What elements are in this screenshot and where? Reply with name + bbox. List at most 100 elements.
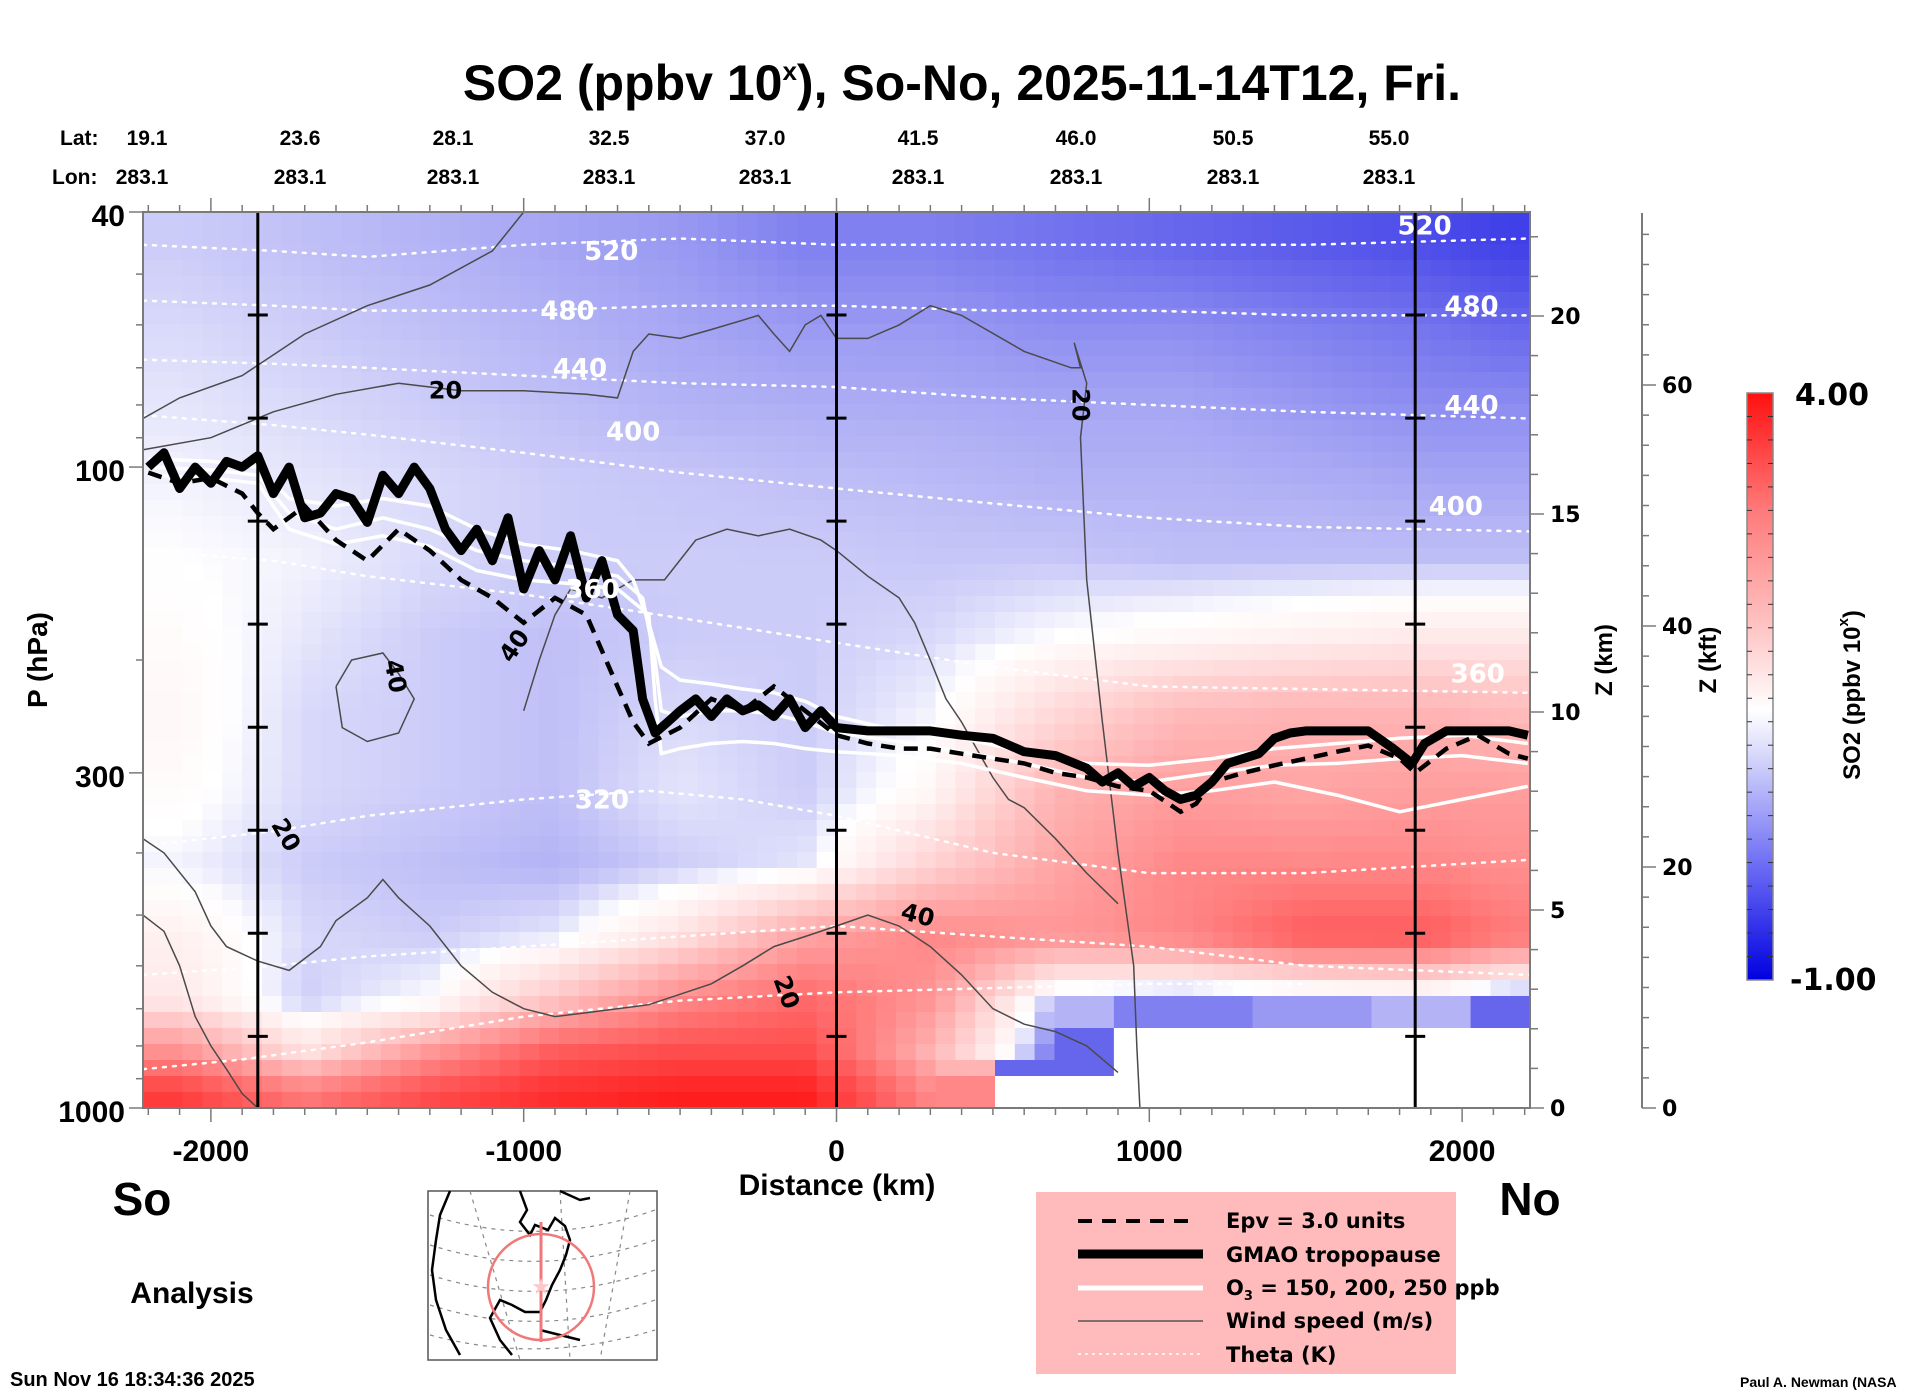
heatmap-cell (1470, 1044, 1491, 1061)
heatmap-cell (1510, 1012, 1530, 1029)
heatmap-cell (1351, 340, 1373, 357)
heatmap-cell (539, 516, 560, 533)
heatmap-cell (737, 980, 758, 997)
heatmap-cell (915, 932, 937, 949)
heatmap-cell (261, 596, 283, 613)
heatmap-cell (519, 420, 540, 437)
heatmap-cell (301, 916, 322, 933)
heatmap-cell (162, 548, 184, 565)
heatmap-cell (242, 644, 263, 661)
z-km-tick-label: 20 (1550, 305, 1581, 330)
heatmap-cell (697, 1076, 719, 1093)
heatmap-cell (460, 772, 481, 789)
heatmap-cell (162, 324, 184, 341)
heatmap-cell (1094, 916, 1115, 933)
heatmap-cell (1510, 340, 1530, 357)
heatmap-cell (717, 772, 738, 789)
heatmap-cell (143, 900, 164, 917)
heatmap-cell (479, 228, 501, 245)
heatmap-cell (1351, 484, 1373, 501)
heatmap-cell (559, 228, 580, 245)
heatmap-cell (1331, 932, 1353, 949)
heatmap-cell (281, 1028, 303, 1045)
heatmap-cell (658, 852, 679, 869)
heatmap-cell (856, 420, 877, 437)
heatmap-cell (895, 420, 917, 437)
heatmap-cell (578, 1044, 600, 1061)
heatmap-cell (915, 356, 937, 373)
heatmap-cell (341, 564, 362, 581)
heatmap-cell (935, 1092, 956, 1108)
heatmap-cell (757, 868, 778, 885)
heatmap-cell (856, 404, 877, 421)
heatmap-cell (242, 804, 263, 821)
heatmap-cell (757, 452, 778, 469)
heatmap-cell (856, 1060, 877, 1077)
heatmap-cell (1490, 612, 1511, 629)
heatmap-cell (1510, 1060, 1530, 1077)
heatmap-cell (143, 244, 164, 261)
heatmap-cell (638, 916, 659, 933)
heatmap-cell (856, 500, 877, 517)
heatmap-cell (400, 244, 421, 261)
heatmap-cell (1252, 660, 1273, 677)
heatmap-cell (1470, 228, 1491, 245)
heatmap-cell (519, 980, 540, 997)
heatmap-cell (816, 356, 838, 373)
heatmap-cell (1133, 612, 1155, 629)
heatmap-cell (777, 244, 798, 261)
heatmap-cell (202, 948, 223, 965)
heatmap-cell (1133, 884, 1155, 901)
heatmap-cell (1054, 724, 1075, 741)
heatmap-cell (995, 356, 1016, 373)
heatmap-cell (876, 644, 897, 661)
heatmap-cell (777, 676, 798, 693)
heatmap-cell (1054, 980, 1075, 997)
heatmap-cell (361, 788, 382, 805)
heatmap-cell (856, 244, 877, 261)
heatmap-cell (1113, 564, 1135, 581)
heatmap-cell (1450, 820, 1472, 837)
heatmap-cell (1371, 1092, 1392, 1108)
heatmap-cell (1490, 900, 1511, 917)
heatmap-cell (1391, 324, 1412, 341)
heatmap-cell (1113, 692, 1135, 709)
heatmap-cell (1331, 580, 1353, 597)
heatmap-cell (1014, 212, 1036, 229)
heatmap-cell (539, 868, 560, 885)
heatmap-cell (222, 996, 243, 1013)
heatmap-cell (658, 932, 679, 949)
heatmap-cell (1510, 324, 1530, 341)
heatmap-cell (162, 756, 184, 773)
lon-value: 283.1 (1050, 166, 1103, 189)
heatmap-cell (1292, 628, 1313, 645)
heatmap-cell (1450, 468, 1472, 485)
heatmap-cell (420, 612, 441, 629)
heatmap-cell (1213, 340, 1234, 357)
heatmap-cell (1371, 516, 1392, 533)
heatmap-cell (182, 580, 203, 597)
heatmap-cell (638, 500, 659, 517)
heatmap-cell (380, 740, 402, 757)
heatmap-cell (1292, 804, 1313, 821)
heatmap-cell (499, 244, 521, 261)
heatmap-cell (678, 532, 699, 549)
heatmap-cell (1371, 884, 1392, 901)
heatmap-cell (935, 468, 956, 485)
heatmap-cell (1272, 340, 1293, 357)
heatmap-cell (697, 948, 719, 965)
heatmap-cell (777, 212, 798, 229)
heatmap-cell (400, 644, 421, 661)
ozone-contour (148, 473, 1529, 814)
heatmap-cell (1331, 1028, 1353, 1045)
heatmap-cell (757, 244, 778, 261)
heatmap-cell (1371, 420, 1392, 437)
heatmap-cell (1074, 1012, 1095, 1029)
heatmap-cell (440, 1044, 461, 1061)
heatmap-cell (1014, 628, 1036, 645)
heatmap-cell (222, 260, 243, 277)
heatmap-cell (757, 324, 778, 341)
heatmap-cell (400, 276, 421, 293)
heatmap-cell (1391, 580, 1412, 597)
